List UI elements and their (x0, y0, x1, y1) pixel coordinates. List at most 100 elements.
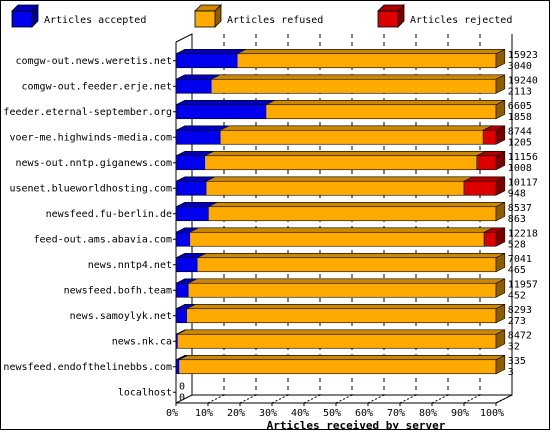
gridline-floor (431, 394, 449, 404)
bar-side-refused (495, 201, 506, 222)
category-label: comgw-out.feeder.erje.net (21, 81, 172, 92)
bar-top-refused (205, 176, 473, 182)
data-label-accepted: 1858 (508, 112, 532, 123)
bar-side-rejected (495, 227, 506, 247)
x-tick-label: 60% (355, 408, 373, 419)
data-label-total: 8293 (508, 305, 532, 316)
bar-segment-accepted (175, 78, 212, 94)
bar-segment-refused (196, 257, 497, 273)
data-label-accepted: 0 (179, 392, 185, 403)
category-label: usenet.blueworldhosting.com (9, 183, 172, 194)
bar-segment-accepted (175, 129, 221, 145)
bar-top-refused (188, 278, 505, 284)
legend-swatch-rejected (377, 10, 399, 28)
bar-top-refused (196, 253, 505, 259)
data-label-total: 7041 (508, 254, 532, 265)
bar-segment-refused (204, 155, 478, 171)
data-label-total: 8537 (508, 203, 532, 214)
data-label-total: 6605 (508, 101, 532, 112)
gridline-floor (335, 394, 353, 404)
data-label-accepted: 3 (508, 367, 514, 378)
bar-segment-accepted (175, 282, 189, 298)
gridline-floor (207, 394, 225, 404)
category-label: news-out.nntp.giganews.com (15, 158, 172, 169)
category-label: newsfeed.bofh.team (64, 285, 172, 296)
x-tick-label: 10% (195, 408, 213, 419)
data-label-accepted: 32 (508, 341, 520, 352)
bar-top-refused (236, 49, 505, 55)
bar-segment-refused (210, 78, 497, 94)
category-label: newsfeed.endofthelinebbs.com (3, 362, 172, 373)
gridline-floor (495, 394, 513, 404)
data-label-total: 0 (179, 381, 185, 392)
legend-label-refused: Articles refused (227, 15, 323, 26)
x-tick-label: 50% (323, 408, 341, 419)
bar-segment-refused (208, 206, 497, 222)
x-tick-label: 40% (291, 408, 309, 419)
bar-segment-accepted (175, 231, 191, 247)
bar-side-refused (495, 48, 506, 69)
bar-top-refused (177, 329, 505, 335)
data-label-accepted: 1205 (508, 137, 532, 148)
bar-segment-refused (176, 333, 497, 349)
x-tick-label: 100% (480, 408, 504, 419)
bar-segment-accepted (175, 257, 198, 273)
legend-label-accepted: Articles accepted (44, 15, 146, 26)
bar-segment-rejected (482, 129, 497, 145)
bar-side-rejected (495, 125, 506, 145)
bar-side-refused (495, 252, 506, 273)
category-label: news.nk.ca (112, 336, 172, 347)
gridline-floor (399, 394, 417, 404)
category-label: localhost (118, 387, 172, 398)
data-label-total: 8744 (508, 126, 532, 137)
category-label: feed-out.ams.abavia.com (34, 234, 172, 245)
data-label-total: 8472 (508, 330, 532, 341)
bar-segment-refused (178, 359, 497, 375)
legend-label-rejected: Articles rejected (410, 15, 512, 26)
data-label-accepted: 528 (508, 239, 526, 250)
bar-segment-refused (186, 308, 497, 324)
x-tick-label: 0% (166, 408, 178, 419)
bar-top-refused (220, 125, 493, 131)
x-axis-title: Articles received by server (267, 419, 446, 430)
bar-top-accepted (175, 49, 247, 55)
bar-segment-accepted (175, 155, 206, 171)
bar-side-refused (495, 278, 506, 298)
bar-side-refused (495, 329, 506, 349)
data-label-total: 19240 (508, 75, 538, 86)
bar-segment-rejected (476, 155, 497, 171)
bar-segment-rejected (463, 180, 497, 196)
bar-segment-refused (265, 104, 497, 120)
data-label-accepted: 273 (508, 316, 526, 327)
x-tick-label: 80% (419, 408, 437, 419)
category-label: voer-me.highwinds-media.com (9, 132, 172, 143)
x-tick-label: 30% (259, 408, 277, 419)
bar-top-refused (204, 151, 486, 157)
bar-segment-refused (189, 231, 485, 247)
data-label-accepted: 1008 (508, 163, 532, 174)
legend-swatch-accepted (11, 10, 33, 28)
category-label: news.nntp4.net (88, 260, 172, 271)
bar-side-refused (495, 354, 506, 375)
gridline-floor (367, 394, 385, 404)
bar-segment-refused (187, 282, 497, 298)
bar-segment-accepted (175, 180, 207, 196)
bar-segment-accepted (175, 359, 180, 375)
category-label: feeder.eternal-september.org (3, 107, 172, 118)
bar-top-refused (208, 202, 505, 208)
legend-swatch-refused (194, 10, 216, 28)
bar-top-refused (265, 100, 505, 106)
bar-top-refused (211, 74, 505, 80)
bar-segment-accepted (175, 206, 209, 222)
bar-side-refused (495, 99, 506, 120)
bar-segment-accepted (175, 104, 267, 120)
category-label: news.samoylyk.net (70, 311, 172, 322)
bar-side-rejected (495, 176, 506, 196)
bar-top-refused (189, 227, 494, 233)
bar-top-refused (178, 355, 505, 361)
category-label: newsfeed.fu-berlin.de (46, 209, 172, 220)
bar-segment-accepted (175, 53, 238, 69)
x-tick-label: 70% (387, 408, 405, 419)
